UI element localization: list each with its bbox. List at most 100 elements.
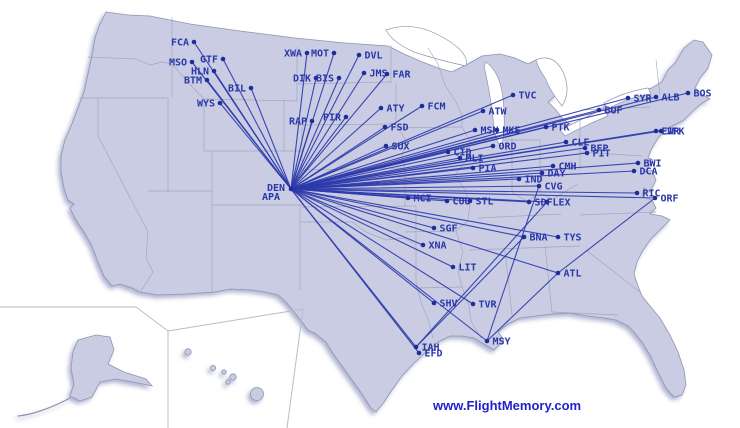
airport-label-ATW: ATW: [489, 107, 508, 118]
airport-dot-XWA: [304, 50, 310, 56]
route-ATL-MSY: [486, 272, 559, 342]
airport-label-FSD: FSD: [391, 123, 409, 134]
airport-dot-PTK: [543, 124, 549, 130]
airport-dot-SHV: [431, 300, 437, 306]
airport-label-BIS: BIS: [316, 74, 334, 85]
airport-ATL: ATL: [555, 269, 582, 280]
route-DEN-WYS: [219, 102, 292, 190]
route-IAH-LEX: [415, 201, 548, 348]
airport-dot-FCM: [419, 103, 425, 109]
airport-EFD: EFD: [416, 349, 443, 360]
airport-dot-PIT: [584, 150, 590, 156]
airport-dot-IND: [516, 176, 522, 182]
airport-IND: IND: [516, 175, 543, 186]
route-DEN-ATY: [290, 107, 382, 190]
aleutian-islands: [17, 397, 71, 417]
airport-label-MSN: MSN: [481, 126, 499, 137]
airport-FCM: FCM: [419, 102, 446, 113]
airport-label-MOT: MOT: [311, 49, 329, 60]
airport-WYS: WYS: [197, 99, 223, 110]
flightmemory-watermark-link[interactable]: www.FlightMemory.com: [433, 398, 582, 413]
airport-TYS: TYS: [555, 233, 582, 244]
airport-FSD: FSD: [382, 123, 409, 134]
route-DEN-ORD: [290, 145, 494, 190]
airport-CVG: CVG: [536, 182, 563, 193]
route-DEN-EFD: [290, 188, 420, 354]
airport-ALB: ALB: [653, 93, 680, 104]
route-DEN-CMH: [290, 165, 554, 190]
airport-label-SHV: SHV: [440, 299, 458, 310]
airport-label-CLE: CLE: [572, 138, 590, 149]
route-DEN-DIK: [290, 77, 317, 190]
airport-label-ORF: ORF: [661, 194, 679, 205]
airport-label-ALB: ALB: [662, 93, 680, 104]
route-DEN-LEX: [290, 188, 548, 203]
airport-label-PIR: PIR: [323, 113, 342, 124]
airport-dot-LIT: [450, 264, 456, 270]
route-DEN-XWA: [290, 52, 308, 190]
route-DEN-GTF: [222, 58, 292, 190]
airport-dot-CVG: [536, 183, 542, 189]
airport-dot-BWI: [635, 160, 641, 166]
airport-dot-BTM: [204, 77, 210, 83]
airport-dot-BOS: [685, 90, 691, 96]
airport-label-BOS: BOS: [694, 89, 712, 100]
flight-routes: [191, 41, 689, 354]
airport-ATY: ATY: [378, 104, 405, 115]
airport-dot-BFP: [582, 145, 588, 151]
airport-label-SGF: SGF: [440, 224, 458, 235]
airport-label-ATY: ATY: [387, 104, 405, 115]
route-DEN-BWI: [290, 162, 639, 190]
airport-dot-CMH: [550, 163, 556, 169]
airport-FCA: FCA: [171, 38, 197, 49]
airport-label-STL: STL: [476, 197, 494, 208]
airport-dot-RIC: [634, 190, 640, 196]
landmass-group: [17, 11, 713, 417]
airport-label-CMH: CMH: [559, 162, 577, 173]
route-DEN-PIT: [290, 152, 588, 190]
airport-dot-SYR: [625, 95, 631, 101]
airport-ORF: ORF: [652, 194, 679, 205]
airport-label-BNA: BNA: [530, 233, 548, 244]
airport-label-BUF: BUF: [605, 106, 623, 117]
route-DEN-RAP: [290, 120, 313, 190]
route-DEN-BNA: [290, 188, 525, 238]
airport-dot-ATW: [480, 108, 486, 114]
airport-dot-ATY: [378, 105, 384, 111]
airport-dot-TVR: [470, 301, 476, 307]
hawaii-inset-border-right: [286, 308, 304, 428]
airport-label-TVR: TVR: [479, 300, 498, 311]
airport-label-COU: COU: [453, 197, 471, 208]
airport-dot-BIS: [336, 75, 342, 81]
route-DEN-BIS: [290, 77, 340, 190]
route-DEN-PIR: [290, 116, 347, 190]
airport-label-MLI: MLI: [466, 154, 484, 165]
airport-COU: COU: [444, 197, 471, 208]
airport-dot-SGF: [431, 225, 437, 231]
airport-dot-PIA: [470, 165, 476, 171]
airport-BIS: BIS: [316, 74, 342, 85]
airport-dot-DIK: [313, 75, 319, 81]
airport-MLI: MLI: [457, 154, 484, 165]
airport-dot-ATL: [555, 270, 561, 276]
airport-dot-FCA: [191, 39, 197, 45]
airport-DVL: DVL: [356, 51, 383, 62]
airport-dot-HLN: [211, 68, 217, 74]
route-DEN-BFP: [290, 147, 586, 190]
airport-dot-MOT: [331, 50, 337, 56]
route-DEN-DVL: [290, 54, 360, 190]
airport-label-SUX: SUX: [392, 142, 410, 153]
airport-dot-PIR: [343, 114, 349, 120]
airport-JFK: JFK: [658, 127, 685, 138]
airport-BNA: BNA: [521, 233, 548, 244]
airport-label-DEN: DEN: [267, 183, 285, 194]
airport-APA: APA: [262, 192, 280, 203]
airport-IAH: IAH: [413, 343, 440, 354]
airport-label-EWR: EWR: [662, 127, 681, 138]
airport-label-IND: IND: [525, 175, 543, 186]
airport-FAR: FAR: [384, 70, 412, 81]
airport-dot-FAR: [384, 71, 390, 77]
route-DEN-ALB: [290, 96, 657, 190]
airport-SGF: SGF: [431, 224, 458, 235]
